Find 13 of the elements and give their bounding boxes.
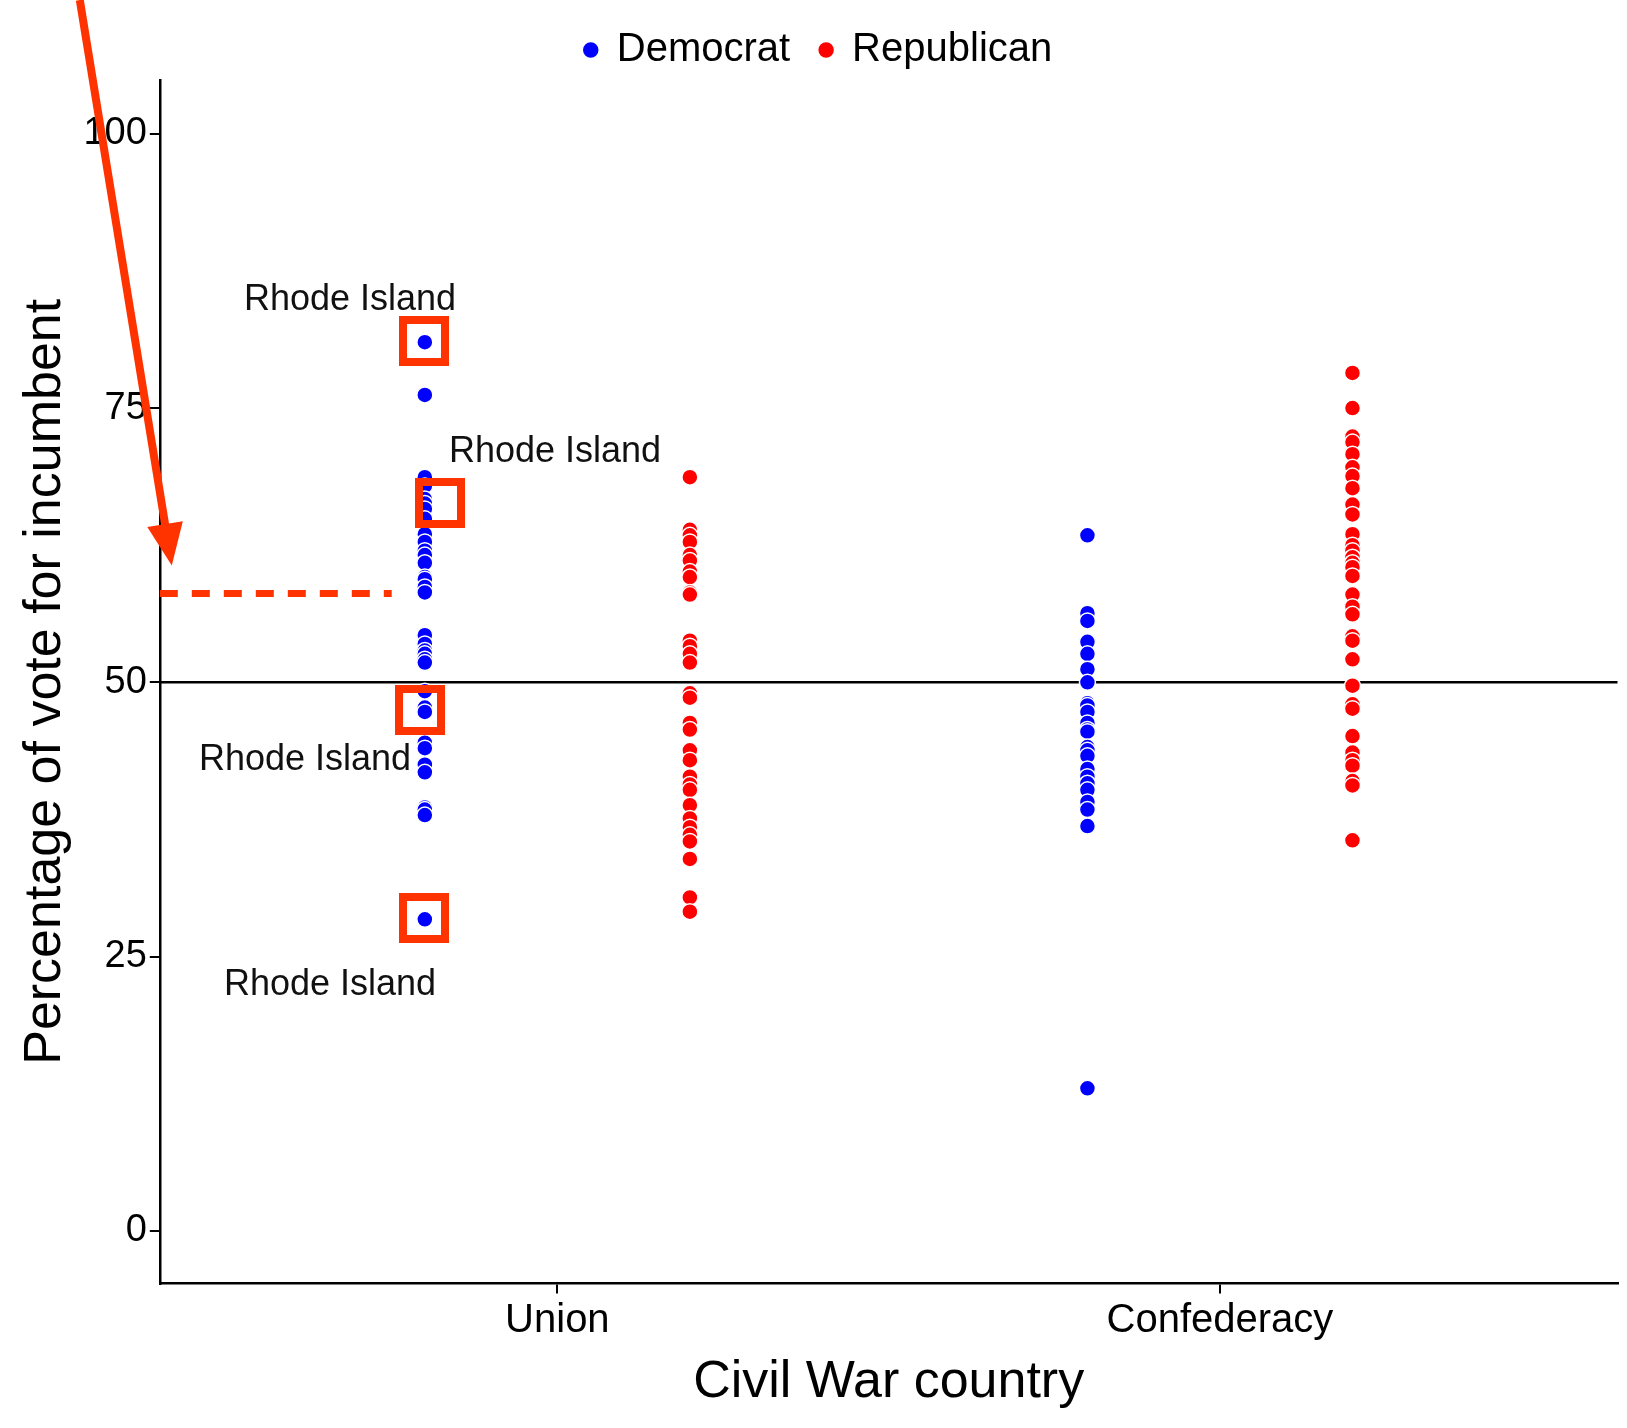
legend-label: Republican xyxy=(852,25,1053,70)
legend-label: Democrat xyxy=(616,25,791,70)
y-tick-label: 0 xyxy=(125,1207,147,1250)
x-tick-label: Union xyxy=(505,1295,610,1340)
annotation: Rhode Island xyxy=(223,961,437,1003)
annotation: Rhode Island xyxy=(198,736,412,778)
y-tick-label: 50 xyxy=(104,658,147,701)
x-tick-label: Confederacy xyxy=(1106,1295,1334,1340)
annotation: Rhode Island xyxy=(243,276,457,318)
x-axis-title: Civil War country xyxy=(693,1350,1085,1409)
y-axis-title: Percentage of vote for incumbent xyxy=(12,298,71,1065)
y-tick-label: 25 xyxy=(104,933,147,976)
annotation: Rhode Island xyxy=(448,428,662,470)
